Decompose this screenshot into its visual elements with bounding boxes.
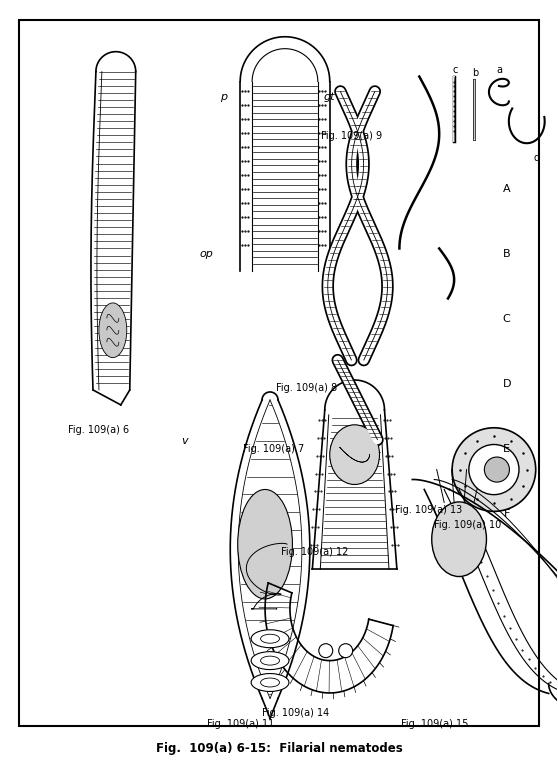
- Ellipse shape: [251, 630, 289, 647]
- Text: Fig. 109(a) 13: Fig. 109(a) 13: [395, 505, 463, 515]
- Ellipse shape: [261, 656, 280, 665]
- Text: D: D: [502, 379, 511, 389]
- Text: d: d: [533, 153, 540, 163]
- Circle shape: [319, 644, 333, 657]
- Ellipse shape: [251, 652, 289, 670]
- Ellipse shape: [261, 634, 280, 644]
- Text: Fig. 109(a) 10: Fig. 109(a) 10: [434, 521, 502, 531]
- Text: Fig.  109(a) 6-15:  Filarial nematodes: Fig. 109(a) 6-15: Filarial nematodes: [156, 742, 402, 755]
- Text: gt: gt: [323, 92, 335, 102]
- Text: p: p: [220, 92, 227, 102]
- Text: Fig. 109(a) 14: Fig. 109(a) 14: [262, 707, 329, 717]
- Circle shape: [469, 445, 519, 495]
- Text: v: v: [181, 436, 188, 446]
- Text: A: A: [503, 184, 511, 194]
- Ellipse shape: [238, 489, 292, 599]
- Text: E: E: [503, 444, 510, 454]
- Ellipse shape: [251, 674, 289, 691]
- Text: Fig. 109(a) 11: Fig. 109(a) 11: [206, 719, 274, 729]
- Text: Fig. 109(a) 6: Fig. 109(a) 6: [68, 425, 129, 435]
- Text: F: F: [503, 509, 510, 519]
- Circle shape: [452, 428, 536, 511]
- Ellipse shape: [330, 425, 379, 485]
- Text: C: C: [503, 314, 511, 324]
- Text: Fig. 109(a) 12: Fig. 109(a) 12: [281, 547, 349, 557]
- Circle shape: [484, 457, 509, 482]
- Text: Fig. 109(a) 8: Fig. 109(a) 8: [276, 382, 338, 392]
- Text: a: a: [496, 65, 502, 74]
- Ellipse shape: [432, 502, 487, 577]
- Text: op: op: [200, 249, 214, 259]
- Text: b: b: [472, 68, 478, 78]
- Text: B: B: [503, 249, 511, 259]
- Text: Fig. 109(a) 15: Fig. 109(a) 15: [401, 719, 468, 729]
- Text: c: c: [453, 65, 458, 74]
- Text: Fig. 109(a) 9: Fig. 109(a) 9: [321, 131, 382, 141]
- Text: Fig. 109(a) 7: Fig. 109(a) 7: [243, 444, 304, 454]
- Ellipse shape: [261, 678, 280, 687]
- Ellipse shape: [99, 303, 127, 358]
- Circle shape: [339, 644, 353, 657]
